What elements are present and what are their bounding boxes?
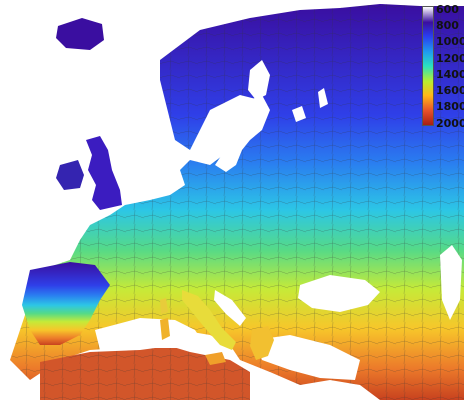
- mainland-borders: [10, 4, 464, 400]
- legend-label: 1200: [436, 52, 464, 65]
- baltic-sea: [215, 95, 270, 172]
- adriatic-sea: [214, 290, 246, 326]
- greece: [250, 326, 274, 360]
- legend: 600 800 1000 1200 1400 1600 1800 2000: [420, 3, 464, 130]
- legend-label: 2000: [436, 117, 464, 130]
- caspian-sea: [440, 245, 462, 320]
- ireland: [56, 160, 84, 190]
- legend-label: 600: [436, 3, 459, 16]
- lake-onega: [318, 88, 328, 108]
- great-britain: [86, 136, 122, 210]
- north-sea: [128, 120, 178, 190]
- lake-ladoga: [292, 106, 306, 122]
- legend-label: 800: [436, 19, 459, 32]
- mediterranean-west: [95, 318, 205, 350]
- corsica: [160, 298, 168, 314]
- black-sea: [298, 275, 380, 312]
- iceland: [56, 18, 104, 50]
- italy: [182, 290, 236, 350]
- legend-label: 1400: [436, 68, 464, 81]
- sardinia: [160, 318, 170, 340]
- mediterranean-east: [255, 335, 360, 380]
- legend-label: 1800: [436, 100, 464, 113]
- iberia: [22, 262, 110, 345]
- legend-label: 1000: [436, 35, 464, 48]
- legend-color-bar: [422, 6, 434, 126]
- north-africa-borders: [40, 346, 250, 400]
- legend-label: 1600: [436, 84, 464, 97]
- sicily: [205, 352, 226, 365]
- gulf-of-bothnia: [248, 60, 270, 100]
